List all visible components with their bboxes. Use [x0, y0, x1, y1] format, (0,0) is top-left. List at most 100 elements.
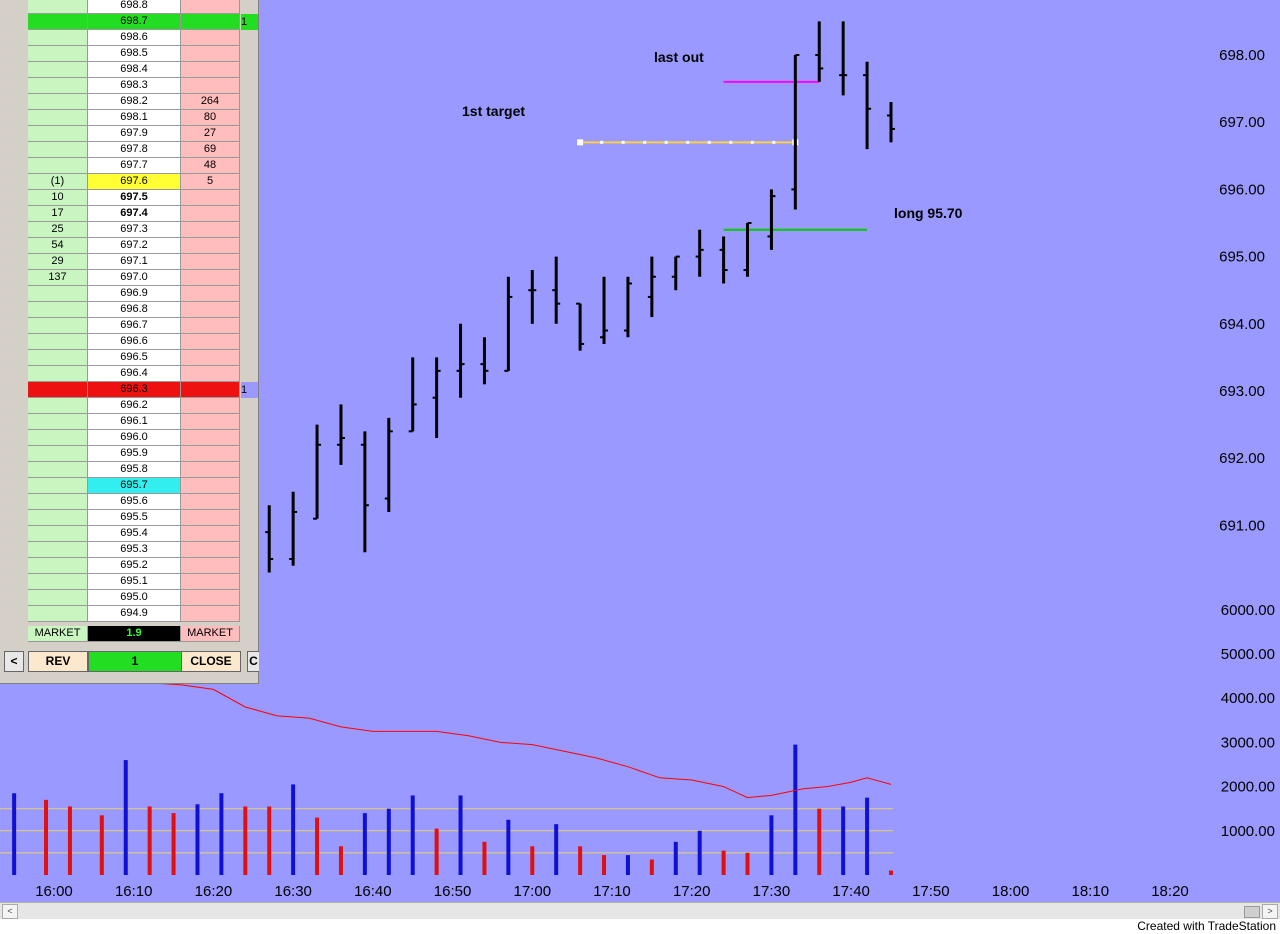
bid-cell[interactable]	[28, 446, 88, 462]
ladder-row: 25 697.3	[28, 222, 240, 238]
volume-bar	[769, 815, 774, 875]
bid-cell[interactable]	[28, 318, 88, 334]
ask-cell[interactable]	[181, 254, 240, 270]
price-cell: 698.6	[88, 30, 181, 46]
bid-cell[interactable]	[28, 382, 88, 398]
bid-cell[interactable]	[28, 398, 88, 414]
bid-cell[interactable]	[28, 0, 88, 14]
ask-cell[interactable]	[181, 222, 240, 238]
ask-cell[interactable]	[181, 270, 240, 286]
scroll-right-button[interactable]: >	[1262, 904, 1278, 919]
ask-cell[interactable]	[181, 446, 240, 462]
ask-cell[interactable]	[181, 62, 240, 78]
quantity-field[interactable]: 1	[88, 651, 182, 672]
bid-cell[interactable]: 54	[28, 238, 88, 254]
bid-cell[interactable]	[28, 142, 88, 158]
reverse-button[interactable]: REV	[28, 651, 88, 672]
ask-cell[interactable]: 264	[181, 94, 240, 110]
bid-cell[interactable]: 10	[28, 190, 88, 206]
price-cell: 698.8	[88, 0, 181, 14]
ask-cell[interactable]	[181, 238, 240, 254]
ladder-row: 698.3	[28, 78, 240, 94]
close-position-button[interactable]: CLOSE	[181, 651, 241, 672]
ask-cell[interactable]	[181, 414, 240, 430]
bid-cell[interactable]	[28, 366, 88, 382]
ladder-row: 17 697.4	[28, 206, 240, 222]
bid-cell[interactable]	[28, 30, 88, 46]
bid-cell[interactable]	[28, 46, 88, 62]
ask-cell[interactable]	[181, 558, 240, 574]
bid-cell[interactable]	[28, 494, 88, 510]
ask-cell[interactable]	[181, 78, 240, 94]
bid-cell[interactable]	[28, 510, 88, 526]
ask-cell[interactable]	[181, 574, 240, 590]
bid-cell[interactable]: 25	[28, 222, 88, 238]
scroll-thumb[interactable]	[1244, 906, 1260, 918]
ask-cell[interactable]	[181, 30, 240, 46]
ask-cell[interactable]	[181, 398, 240, 414]
bid-cell[interactable]	[28, 302, 88, 318]
volume-bar	[67, 806, 72, 875]
scroll-left-button[interactable]: <	[2, 904, 18, 919]
bid-cell[interactable]	[28, 14, 88, 30]
ask-cell[interactable]	[181, 46, 240, 62]
ladder-row: 696.9	[28, 286, 240, 302]
bid-cell[interactable]	[28, 430, 88, 446]
bid-cell[interactable]	[28, 110, 88, 126]
ask-cell[interactable]	[181, 526, 240, 542]
ask-cell[interactable]	[181, 382, 240, 398]
bid-cell[interactable]	[28, 334, 88, 350]
ask-cell[interactable]	[181, 286, 240, 302]
time-axis-label: 16:40	[354, 883, 392, 900]
bid-cell[interactable]	[28, 526, 88, 542]
ask-cell[interactable]	[181, 430, 240, 446]
bid-cell[interactable]: 17	[28, 206, 88, 222]
time-axis-label: 16:50	[434, 883, 472, 900]
bid-cell[interactable]	[28, 606, 88, 622]
horizontal-scrollbar[interactable]: < >	[0, 902, 1280, 919]
ask-cell[interactable]	[181, 302, 240, 318]
ask-cell[interactable]: 48	[181, 158, 240, 174]
ask-cell[interactable]	[181, 0, 240, 14]
bid-cell[interactable]	[28, 414, 88, 430]
ask-cell[interactable]	[181, 606, 240, 622]
ask-cell[interactable]	[181, 542, 240, 558]
ask-cell[interactable]	[181, 478, 240, 494]
bid-cell[interactable]: (1)	[28, 174, 88, 190]
bid-cell[interactable]	[28, 574, 88, 590]
ask-cell[interactable]	[181, 590, 240, 606]
ask-cell[interactable]: 27	[181, 126, 240, 142]
cancel-button[interactable]: C	[247, 651, 259, 672]
bid-cell[interactable]: 29	[28, 254, 88, 270]
bid-cell[interactable]	[28, 78, 88, 94]
ask-cell[interactable]	[181, 206, 240, 222]
ask-cell[interactable]	[181, 510, 240, 526]
spread-value: 1.9	[88, 626, 181, 642]
collapse-button[interactable]: <	[4, 651, 24, 672]
bid-cell[interactable]	[28, 126, 88, 142]
bid-cell[interactable]	[28, 94, 88, 110]
market-ask-button[interactable]: MARKET	[181, 626, 240, 642]
bid-cell[interactable]	[28, 478, 88, 494]
bid-cell[interactable]	[28, 158, 88, 174]
bid-cell[interactable]: 137	[28, 270, 88, 286]
bid-cell[interactable]	[28, 558, 88, 574]
bid-cell[interactable]	[28, 462, 88, 478]
ask-cell[interactable]	[181, 366, 240, 382]
ask-cell[interactable]: 80	[181, 110, 240, 126]
ask-cell[interactable]	[181, 462, 240, 478]
bid-cell[interactable]	[28, 62, 88, 78]
bid-cell[interactable]	[28, 350, 88, 366]
market-bid-button[interactable]: MARKET	[28, 626, 88, 642]
ask-cell[interactable]: 69	[181, 142, 240, 158]
bid-cell[interactable]	[28, 286, 88, 302]
ask-cell[interactable]	[181, 190, 240, 206]
bid-cell[interactable]	[28, 542, 88, 558]
ask-cell[interactable]	[181, 334, 240, 350]
ask-cell[interactable]	[181, 350, 240, 366]
bid-cell[interactable]	[28, 590, 88, 606]
ask-cell[interactable]	[181, 494, 240, 510]
ask-cell[interactable]: 5	[181, 174, 240, 190]
ask-cell[interactable]	[181, 14, 240, 30]
ask-cell[interactable]	[181, 318, 240, 334]
